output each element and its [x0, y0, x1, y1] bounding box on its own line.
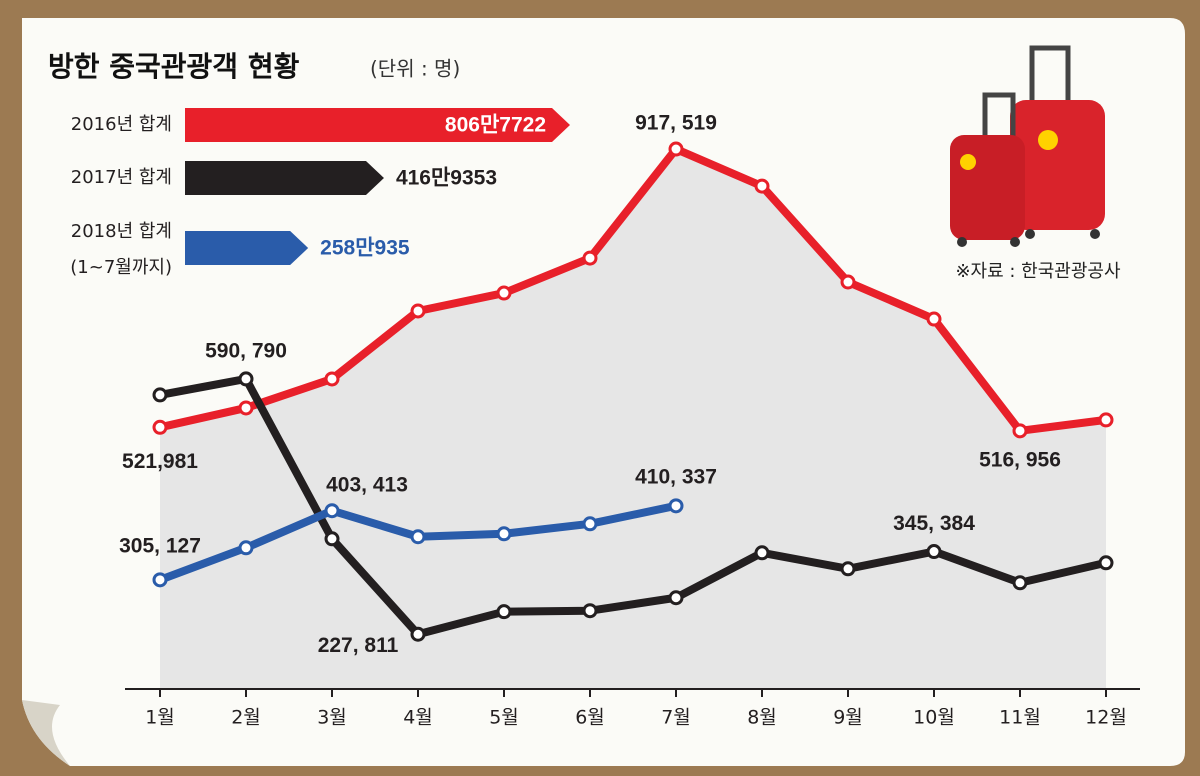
point [410, 626, 426, 642]
data-label: 227, 811 [318, 634, 399, 657]
point [840, 561, 856, 577]
point [582, 603, 598, 619]
point [324, 503, 340, 519]
data-label: 345, 384 [893, 512, 975, 535]
total-label: 806만7722 [445, 114, 546, 137]
point [152, 572, 168, 588]
point [668, 141, 684, 157]
point [1098, 555, 1114, 571]
point [152, 419, 168, 435]
line [159, 145, 1107, 435]
x-tick-label: 1월 [145, 707, 175, 729]
point [152, 387, 168, 403]
total-arrow [185, 161, 384, 195]
point [410, 303, 426, 319]
total-arrow [185, 108, 570, 142]
point [496, 285, 512, 301]
chart-title: 방한 중국관광객 현황 [48, 50, 300, 83]
point [238, 400, 254, 416]
x-tick-label: 10월 [913, 707, 955, 729]
point [1098, 412, 1114, 428]
x-tick-label: 5월 [489, 707, 519, 729]
line [159, 374, 1107, 639]
legend-period: (1~7월까지) [70, 257, 172, 278]
point [668, 590, 684, 606]
point [238, 540, 254, 556]
x-tick-label: 12월 [1085, 707, 1127, 729]
x-tick-label: 7월 [661, 707, 691, 729]
point [582, 250, 598, 266]
legend-label: 2017년 합계 [71, 167, 172, 188]
total-label: 416만9353 [396, 167, 497, 190]
legend-label: 2016년 합계 [71, 114, 172, 135]
point [754, 545, 770, 561]
source-note: ※자료 : 한국관광공사 [955, 261, 1121, 282]
point [496, 604, 512, 620]
data-label: 305, 127 [119, 534, 201, 557]
data-label: 403, 413 [326, 473, 408, 496]
x-tick-label: 9월 [833, 707, 863, 729]
area [160, 149, 1106, 689]
point [926, 544, 942, 560]
chart-subtitle: (단위 : 명) [370, 57, 460, 81]
point [582, 516, 598, 532]
data-label: 521,981 [122, 450, 198, 473]
x-tick-label: 6월 [575, 707, 605, 729]
data-label: 590, 790 [205, 339, 287, 362]
x-tick-label: 2월 [231, 707, 261, 729]
x-tick-label: 8월 [747, 707, 777, 729]
point [754, 178, 770, 194]
total-arrow [185, 231, 309, 265]
legend-label: 2018년 합계 [71, 221, 172, 242]
point [1012, 423, 1028, 439]
data-label: 917, 519 [635, 112, 717, 135]
point [840, 274, 856, 290]
point [1012, 575, 1028, 591]
point [668, 498, 684, 514]
point [238, 371, 254, 387]
x-tick-label: 4월 [403, 707, 433, 729]
point [410, 529, 426, 545]
suitcase-illustration [950, 45, 1105, 247]
total-label: 258만935 [320, 237, 410, 260]
curled-corner [22, 700, 70, 766]
point [496, 526, 512, 542]
point [324, 371, 340, 387]
x-tick-label: 11월 [999, 707, 1041, 729]
point [926, 311, 942, 327]
data-label: 516, 956 [979, 448, 1061, 471]
x-tick-label: 3월 [317, 707, 347, 729]
point [324, 531, 340, 547]
data-label: 410, 337 [635, 465, 717, 488]
